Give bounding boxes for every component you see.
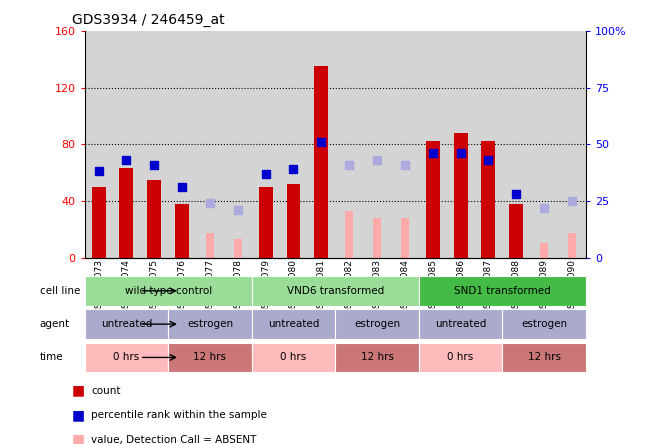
Bar	[540, 243, 548, 258]
Bar	[175, 204, 189, 258]
Bar	[252, 309, 335, 339]
Point	[288, 166, 299, 173]
Point	[511, 190, 521, 198]
Bar	[454, 133, 467, 258]
Bar	[141, 31, 168, 258]
Bar	[419, 342, 503, 373]
Text: untreated: untreated	[101, 319, 152, 329]
Text: value, Detection Call = ABSENT: value, Detection Call = ABSENT	[91, 435, 256, 444]
Bar	[258, 187, 273, 258]
Bar	[335, 31, 363, 258]
Text: SND1 transformed: SND1 transformed	[454, 286, 551, 296]
Bar	[196, 31, 224, 258]
Bar	[252, 31, 279, 258]
Bar	[286, 184, 301, 258]
Point	[260, 170, 271, 177]
Bar	[252, 276, 419, 306]
Bar	[426, 142, 439, 258]
Bar	[509, 204, 523, 258]
Bar	[447, 31, 475, 258]
Bar	[373, 218, 381, 258]
Bar	[206, 234, 214, 258]
Bar	[475, 31, 503, 258]
Bar	[568, 234, 576, 258]
Text: untreated: untreated	[435, 319, 486, 329]
Bar	[168, 309, 252, 339]
Text: agent: agent	[40, 319, 70, 329]
Point	[232, 206, 243, 214]
Bar	[113, 31, 141, 258]
Point	[539, 204, 549, 211]
Bar	[401, 218, 409, 258]
Point	[121, 157, 132, 164]
Point	[316, 139, 327, 146]
Point	[400, 161, 410, 168]
Text: 12 hrs: 12 hrs	[193, 353, 227, 362]
Bar	[168, 31, 196, 258]
Bar	[168, 342, 252, 373]
Text: ■: ■	[72, 408, 85, 422]
Point	[204, 200, 215, 207]
Bar	[147, 180, 161, 258]
Bar	[363, 31, 391, 258]
Bar	[335, 342, 419, 373]
Bar	[85, 342, 168, 373]
Bar	[391, 31, 419, 258]
Point	[567, 198, 577, 205]
Text: 12 hrs: 12 hrs	[361, 353, 394, 362]
Bar	[503, 342, 586, 373]
Bar	[314, 67, 328, 258]
Bar	[234, 239, 242, 258]
Bar	[224, 31, 252, 258]
Point	[372, 157, 382, 164]
Text: untreated: untreated	[268, 319, 319, 329]
Point	[483, 157, 493, 164]
Bar	[85, 309, 168, 339]
Bar	[503, 31, 530, 258]
Point	[177, 184, 187, 191]
Text: percentile rank within the sample: percentile rank within the sample	[91, 410, 267, 420]
Bar	[335, 309, 419, 339]
Bar	[279, 31, 307, 258]
Point	[456, 150, 466, 157]
Text: ■: ■	[72, 384, 85, 398]
Text: 12 hrs: 12 hrs	[527, 353, 561, 362]
Text: estrogen: estrogen	[354, 319, 400, 329]
Text: 0 hrs: 0 hrs	[447, 353, 474, 362]
Bar	[419, 309, 503, 339]
Text: cell line: cell line	[40, 286, 80, 296]
Text: time: time	[40, 353, 63, 362]
Bar	[85, 276, 252, 306]
Bar	[85, 31, 113, 258]
Point	[149, 161, 159, 168]
Bar	[119, 168, 133, 258]
Bar	[558, 31, 586, 258]
Point	[344, 161, 354, 168]
Bar	[307, 31, 335, 258]
Text: count: count	[91, 386, 120, 396]
Text: 0 hrs: 0 hrs	[281, 353, 307, 362]
Bar	[530, 31, 558, 258]
Text: ■: ■	[72, 432, 85, 444]
Text: VND6 transformed: VND6 transformed	[286, 286, 384, 296]
Bar	[482, 142, 495, 258]
Bar	[503, 309, 586, 339]
Point	[428, 150, 438, 157]
Bar	[252, 342, 335, 373]
Point	[93, 168, 104, 175]
Text: estrogen: estrogen	[187, 319, 233, 329]
Text: 0 hrs: 0 hrs	[113, 353, 139, 362]
Bar	[419, 31, 447, 258]
Bar	[345, 211, 353, 258]
Text: GDS3934 / 246459_at: GDS3934 / 246459_at	[72, 12, 224, 27]
Text: estrogen: estrogen	[521, 319, 567, 329]
Bar	[419, 276, 586, 306]
Text: wild type control: wild type control	[124, 286, 212, 296]
Bar	[92, 187, 105, 258]
